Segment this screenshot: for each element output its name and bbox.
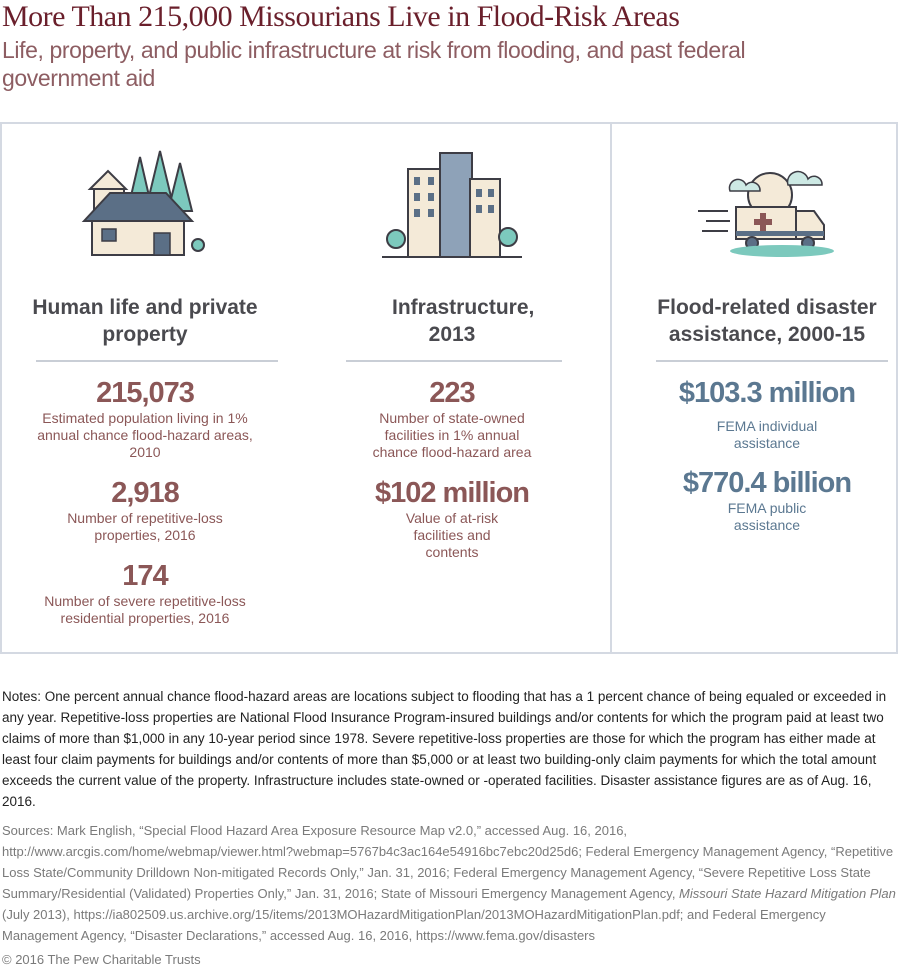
- stat-public-assistance: $770.4 billion FEMA public assistance: [642, 466, 892, 534]
- panel-assistance: Flood-related disaster assistance, 2000-…: [610, 122, 898, 654]
- sources: Sources: Mark English, “Special Flood Ha…: [2, 820, 897, 946]
- sources-text-continued: (July 2013), https://ia802509.us.archive…: [2, 907, 826, 943]
- stat-value: 174: [122, 560, 168, 592]
- stat-label: Number of severe repetitive-loss residen…: [44, 593, 246, 626]
- stat-repetitive-loss: 2,918 Number of repetitive-loss properti…: [32, 476, 258, 544]
- house-icon: [81, 150, 205, 256]
- divider: [656, 360, 888, 362]
- stat-severe-repetitive-loss: 174 Number of severe repetitive-loss res…: [32, 559, 258, 627]
- page-title: More Than 215,000 Missourians Live in Fl…: [2, 0, 680, 33]
- stat-label: FEMA individual assistance: [716, 418, 818, 451]
- section-heading: Infrastructure, 2013: [392, 296, 535, 346]
- stat-value: 2,918: [111, 477, 180, 509]
- stat-label: FEMA public assistance: [727, 500, 807, 533]
- stat-value: 223: [429, 377, 475, 409]
- stat-value: $770.4 billion: [682, 467, 852, 499]
- section-heading: Human life and private property: [32, 296, 258, 346]
- stat-label: Value of at-risk facilities and contents: [405, 510, 499, 560]
- panel-risk: Human life and private property 215,073 …: [0, 122, 612, 654]
- copyright: © 2016 The Pew Charitable Trusts: [2, 952, 201, 967]
- divider: [36, 360, 278, 362]
- stat-state-facilities: 223 Number of state-owned facilities in …: [362, 376, 542, 461]
- stat-label: Estimated population living in 1% annual…: [37, 410, 253, 460]
- section-heading: Flood-related disaster assistance, 2000-…: [657, 296, 877, 346]
- notes: Notes: One percent annual chance flood-h…: [2, 689, 887, 809]
- stat-value: $102 million: [374, 477, 530, 509]
- stat-facility-value: $102 million Value of at-risk facilities…: [342, 476, 562, 561]
- divider: [346, 360, 562, 362]
- stat-label: Number of repetitive-loss properties, 20…: [67, 510, 223, 543]
- stat-value: 215,073: [96, 377, 195, 409]
- sources-text: Sources: Mark English, “Special Flood Ha…: [2, 823, 894, 901]
- stat-population: 215,073 Estimated population living in 1…: [32, 376, 258, 461]
- buildings-icon: [382, 152, 522, 258]
- stat-value: $103.3 million: [678, 377, 856, 409]
- stat-individual-assistance: $103.3 million FEMA individual assistanc…: [642, 376, 892, 452]
- sources-plan-title: Missouri State Hazard Mitigation Plan: [679, 886, 896, 901]
- stat-label: Number of state-owned facilities in 1% a…: [372, 410, 532, 460]
- page-subtitle: Life, property, and public infrastructur…: [2, 37, 746, 91]
- ambulance-icon: [698, 170, 834, 257]
